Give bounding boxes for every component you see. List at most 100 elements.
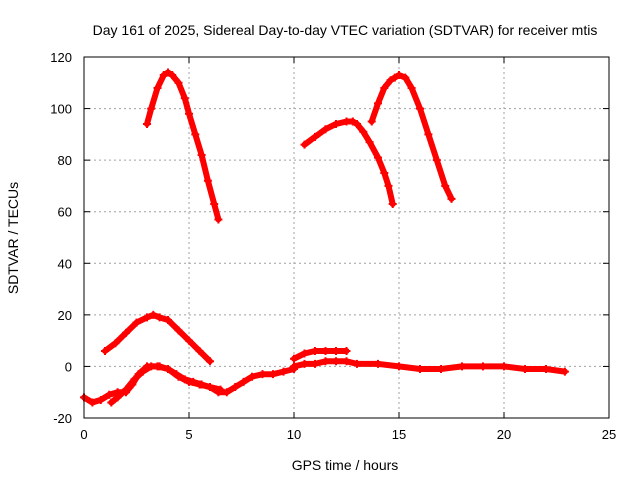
- data-point: [122, 328, 130, 337]
- data-point: [458, 362, 466, 371]
- y-tick-label: -20: [53, 411, 72, 426]
- data-point: [321, 125, 330, 134]
- data-point: [416, 365, 424, 374]
- data-point: [191, 130, 200, 139]
- data-point: [174, 78, 183, 87]
- data-point: [111, 339, 120, 348]
- data-point: [384, 181, 393, 190]
- data-point: [416, 104, 424, 113]
- chart-title: Day 161 of 2025, Sidereal Day-to-day VTE…: [93, 22, 598, 38]
- data-point: [300, 349, 309, 358]
- data-point: [441, 181, 450, 190]
- series-arc-b: [300, 117, 397, 208]
- data-point: [447, 194, 456, 203]
- data-point: [155, 362, 164, 371]
- x-tick-label: 10: [287, 427, 301, 442]
- series-arc-d: [101, 310, 214, 366]
- data-point: [359, 127, 368, 136]
- data-point: [380, 169, 389, 178]
- series-arc-g: [290, 357, 569, 376]
- y-axis-label: SDTVAR / TECUs: [5, 182, 21, 294]
- x-tick-label: 0: [80, 427, 87, 442]
- data-point: [386, 76, 395, 85]
- data-point: [353, 120, 361, 129]
- data-point: [365, 138, 374, 147]
- data-point: [424, 130, 433, 139]
- data-point: [210, 199, 219, 208]
- data-point: [321, 357, 330, 366]
- data-point: [159, 71, 168, 80]
- data-point: [214, 215, 223, 224]
- data-point: [155, 313, 164, 322]
- x-tick-label: 15: [392, 427, 406, 442]
- series-arc-h: [290, 346, 351, 363]
- data-point: [500, 362, 508, 371]
- data-point: [407, 83, 416, 92]
- y-tick-label: 20: [58, 308, 72, 323]
- data-point: [342, 346, 351, 355]
- series-line: [291, 348, 350, 362]
- data-point: [143, 313, 151, 322]
- data-point: [203, 176, 212, 185]
- data-point: [395, 71, 403, 80]
- data-point: [153, 83, 162, 92]
- data-point: [88, 398, 97, 407]
- data-point: [311, 132, 319, 141]
- data-point: [279, 367, 288, 376]
- series-arc-f: [107, 362, 225, 407]
- data-point: [96, 395, 105, 404]
- data-point: [189, 377, 198, 386]
- x-tick-label: 5: [185, 427, 192, 442]
- data-point: [180, 375, 189, 384]
- data-point: [113, 393, 122, 402]
- data-point: [130, 375, 139, 384]
- data-point: [269, 370, 277, 379]
- data-point: [311, 346, 319, 355]
- data-point: [197, 150, 206, 159]
- data-point: [180, 94, 189, 103]
- y-tick-label: 60: [58, 205, 72, 220]
- data-point: [147, 104, 156, 113]
- data-point: [197, 380, 206, 389]
- x-tick-label: 25: [602, 427, 616, 442]
- data-point: [374, 99, 382, 108]
- data-point: [374, 359, 382, 368]
- data-point: [432, 156, 441, 165]
- data-point: [321, 346, 330, 355]
- data-point: [290, 362, 298, 371]
- series-line: [102, 311, 213, 365]
- data-point: [542, 365, 550, 374]
- data-series: [80, 68, 569, 407]
- data-point: [143, 120, 151, 129]
- data-point: [147, 362, 156, 371]
- data-point: [239, 377, 248, 386]
- data-point: [479, 362, 487, 371]
- y-tick-label: 40: [58, 256, 72, 271]
- x-tick-label: 20: [497, 427, 511, 442]
- data-point: [107, 398, 116, 407]
- y-tick-label: 80: [58, 153, 72, 168]
- series-line: [301, 118, 396, 207]
- data-point: [168, 71, 177, 80]
- data-point: [216, 385, 225, 394]
- y-tick-label: 0: [65, 359, 72, 374]
- data-point: [390, 73, 399, 82]
- series-arc-a: [143, 68, 223, 224]
- series-line: [144, 69, 222, 223]
- data-point: [185, 336, 193, 345]
- data-point: [342, 357, 351, 366]
- data-point: [164, 68, 172, 77]
- data-point: [348, 117, 357, 126]
- data-point: [395, 362, 403, 371]
- data-point: [437, 365, 445, 374]
- data-point: [105, 390, 114, 399]
- tick-labels: 0 5 10 15 20 25 -20 0 20 40 60 80 100 120: [50, 50, 616, 442]
- data-point: [101, 346, 109, 355]
- data-point: [332, 346, 340, 355]
- y-tick-label: 120: [50, 50, 72, 65]
- data-point: [401, 73, 410, 82]
- data-point: [174, 326, 183, 335]
- series-arc-c: [367, 71, 456, 203]
- data-point: [290, 354, 298, 363]
